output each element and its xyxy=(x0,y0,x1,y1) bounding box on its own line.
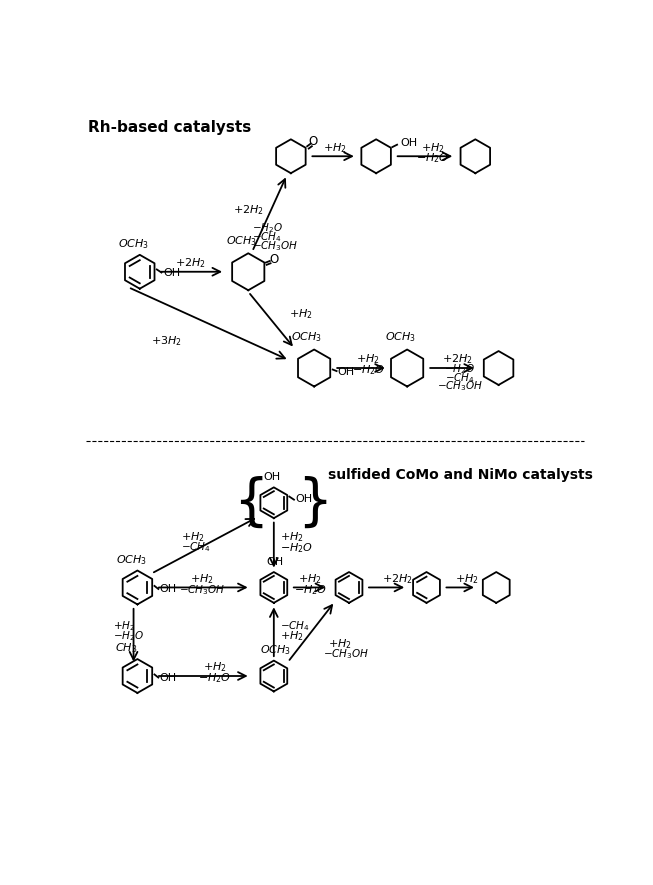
Text: $+H_2$: $+H_2$ xyxy=(289,307,312,321)
Text: OH: OH xyxy=(338,367,355,377)
Text: $+H_2$: $+H_2$ xyxy=(357,352,380,366)
Text: $-CH_4$: $-CH_4$ xyxy=(252,230,282,244)
Text: $-H_2O$: $-H_2O$ xyxy=(352,364,385,377)
Text: OH: OH xyxy=(400,138,417,148)
Text: $-H_2O$: $-H_2O$ xyxy=(199,672,232,685)
Text: $+H_2$: $+H_2$ xyxy=(181,530,204,544)
Text: O: O xyxy=(270,253,279,266)
Text: $-H_2O$: $-H_2O$ xyxy=(416,151,449,165)
Text: $OCH_3$: $OCH_3$ xyxy=(291,330,322,344)
Text: $-H_2O$: $-H_2O$ xyxy=(280,542,313,555)
Text: $\{$: $\{$ xyxy=(233,475,263,530)
Text: $+H_2$: $+H_2$ xyxy=(203,660,227,674)
Text: OH: OH xyxy=(163,268,180,278)
Text: $-CH_3OH$: $-CH_3OH$ xyxy=(252,240,298,253)
Text: $+H_2$: $+H_2$ xyxy=(280,530,304,544)
Text: OH: OH xyxy=(267,557,284,567)
Text: $+2H_2$: $+2H_2$ xyxy=(232,204,264,217)
Text: $+H_2$: $+H_2$ xyxy=(112,619,135,633)
Text: $+H_2$: $+H_2$ xyxy=(323,142,347,156)
Text: $OCH_3$: $OCH_3$ xyxy=(116,553,147,566)
Text: $-H_2O$: $-H_2O$ xyxy=(112,629,144,643)
Text: $+2H_2$: $+2H_2$ xyxy=(381,572,413,586)
Text: $+H_2$: $+H_2$ xyxy=(455,572,479,586)
Text: $-H_2O$: $-H_2O$ xyxy=(294,583,327,596)
Text: $+2H_2$: $+2H_2$ xyxy=(174,257,206,270)
Text: OH: OH xyxy=(159,673,176,682)
Text: $-CH_4$: $-CH_4$ xyxy=(181,541,211,554)
Text: OH: OH xyxy=(264,472,281,481)
Text: $OCH_3$: $OCH_3$ xyxy=(260,643,291,658)
Text: OH: OH xyxy=(159,584,176,594)
Text: $+3H_2$: $+3H_2$ xyxy=(151,335,182,348)
Text: $-CH_4$: $-CH_4$ xyxy=(280,619,310,633)
Text: $-CH_3OH$: $-CH_3OH$ xyxy=(437,380,483,393)
Text: O: O xyxy=(309,135,318,148)
Text: sulfided CoMo and NiMo catalysts: sulfided CoMo and NiMo catalysts xyxy=(328,468,593,482)
Text: $+H_2$: $+H_2$ xyxy=(421,141,445,155)
Text: $\}$: $\}$ xyxy=(297,475,328,530)
Text: $OCH_3$: $OCH_3$ xyxy=(118,237,149,251)
Text: $OCH_3$: $OCH_3$ xyxy=(227,234,258,248)
Text: $CH_3$: $CH_3$ xyxy=(116,642,138,655)
Text: $+2H_2$: $+2H_2$ xyxy=(442,352,473,366)
Text: OH: OH xyxy=(296,494,313,504)
Text: $-H_2O$: $-H_2O$ xyxy=(252,221,283,235)
Text: $-CH_4$: $-CH_4$ xyxy=(445,371,475,385)
Text: $-H_2O$: $-H_2O$ xyxy=(444,363,475,376)
Text: $+H_2$: $+H_2$ xyxy=(190,572,214,586)
Text: Rh-based catalysts: Rh-based catalysts xyxy=(88,120,251,135)
Text: $+H_2$: $+H_2$ xyxy=(328,637,352,650)
Text: $-CH_3OH$: $-CH_3OH$ xyxy=(178,583,225,596)
Text: $OCH_3$: $OCH_3$ xyxy=(385,330,417,344)
Text: $-CH_3OH$: $-CH_3OH$ xyxy=(323,648,370,661)
Text: $+H_2$: $+H_2$ xyxy=(298,572,322,586)
Text: $+H_2$: $+H_2$ xyxy=(280,629,304,643)
